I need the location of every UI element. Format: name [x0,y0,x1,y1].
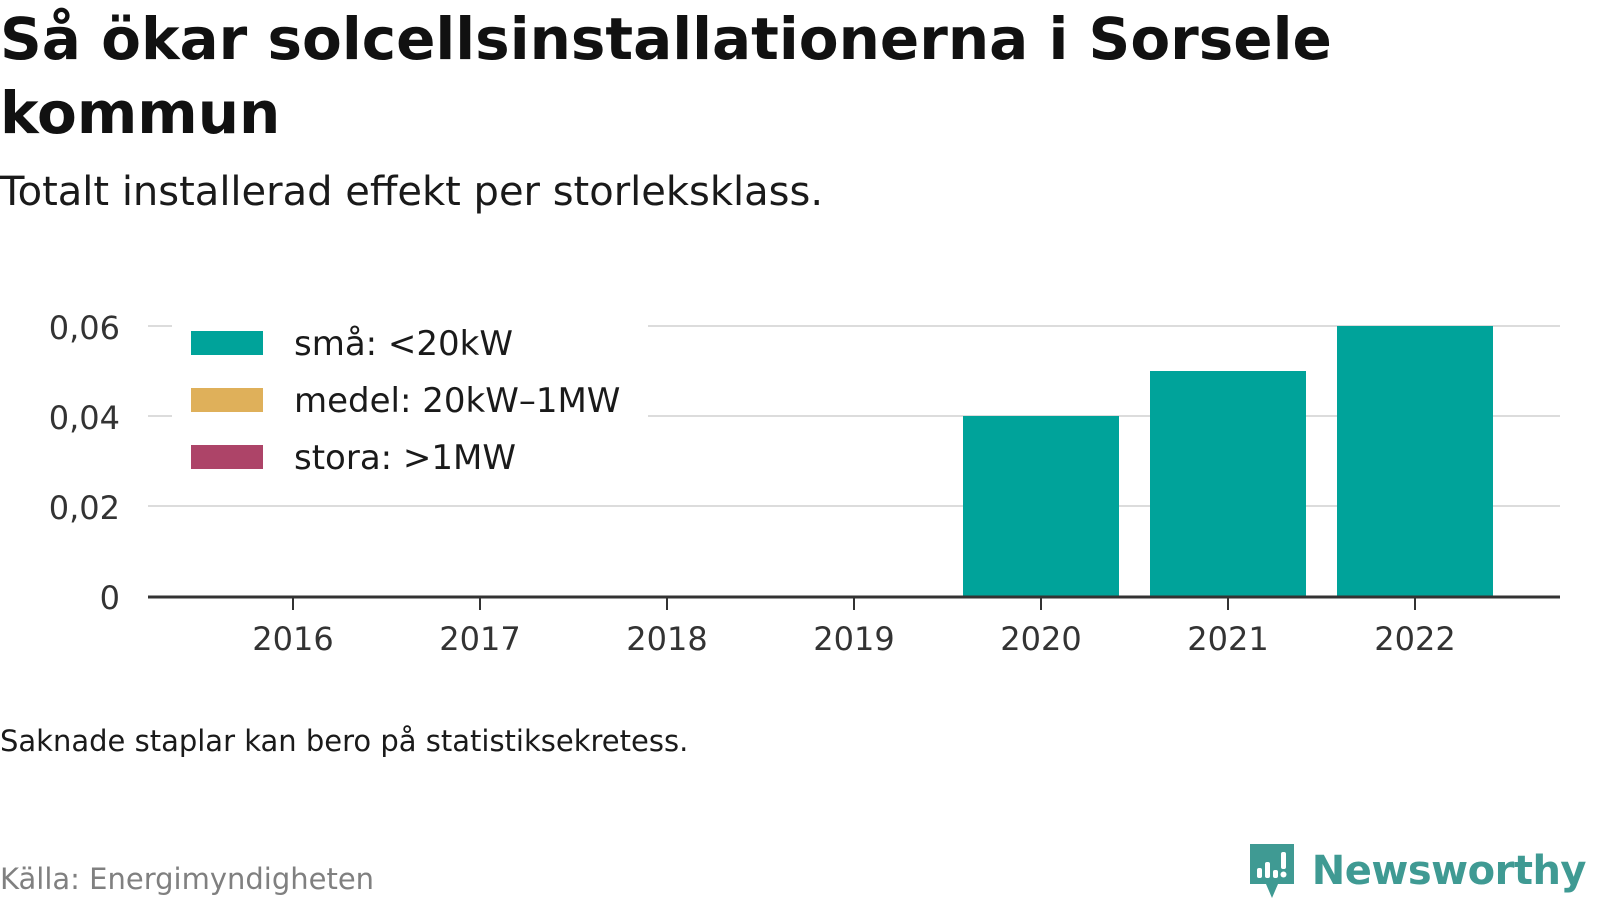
x-tick-label: 2022 [1374,620,1455,658]
legend-swatch [191,445,263,469]
x-tick-label: 2019 [813,620,894,658]
bar [963,416,1119,596]
source-label: Källa: Energimyndigheten [0,862,375,896]
legend-swatch [191,388,263,412]
brand-name: Newsworthy [1311,848,1587,894]
bar [1150,371,1306,596]
x-tick-label: 2017 [439,620,520,658]
chart-title: Så ökar solcellsinstallationerna i Sorse… [0,5,1332,147]
footnote: Saknade staplar kan bero på statistiksek… [0,724,689,758]
y-tick-label: 0 [100,579,120,617]
legend-label: små: <20kW [294,324,513,364]
bar-chart: små: <20kW medel: 20kW–1MW stora: >1MW 0 0,… [49,309,1560,658]
brand-logo: Newsworthy [1248,842,1587,900]
x-tick-label: 2021 [1187,620,1268,658]
legend-swatch [191,331,263,355]
chart-subtitle: Totalt installerad effekt per storlekskl… [0,169,824,215]
y-tick-label: 0,04 [49,399,120,437]
bar-chart-speech-bubble-icon [1249,844,1294,898]
x-tick-label: 2018 [626,620,707,658]
legend-label: medel: 20kW–1MW [294,381,620,421]
bar [1337,326,1493,596]
legend: små: <20kW medel: 20kW–1MW stora: >1MW [172,316,648,492]
axes: 0 0,02 0,04 0,06 2016 2017 2018 2019 2020 2021 202… [49,309,1560,658]
bars [963,326,1493,596]
legend-label: stora: >1MW [294,438,516,478]
x-tick-label: 2016 [252,620,333,658]
y-tick-label: 0,06 [49,309,120,347]
x-tick-label: 2020 [1000,620,1081,658]
y-tick-label: 0,02 [49,489,120,527]
